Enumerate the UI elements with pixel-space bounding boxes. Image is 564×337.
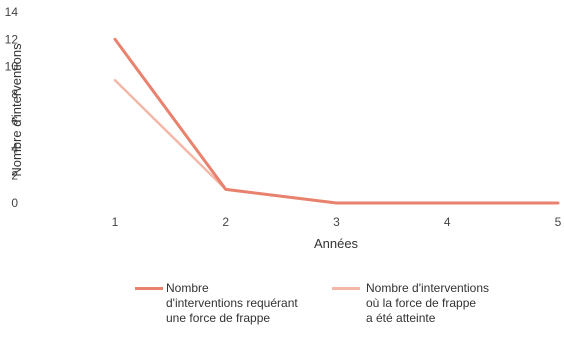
y-axis-title: Nombre d'interventions: [9, 43, 24, 177]
y-tick-label: 6: [11, 114, 18, 128]
series-lines: [113, 37, 560, 205]
x-axis-ticks: 1 2 3 4 5: [112, 215, 562, 229]
y-tick-label: 2: [11, 169, 18, 183]
series-line-1: [113, 37, 560, 205]
x-tick-label: 5: [555, 215, 562, 229]
y-tick-label: 14: [5, 5, 19, 19]
y-tick-label: 12: [5, 32, 19, 46]
legend-swatch-series-2: [332, 287, 360, 290]
x-tick-label: 2: [222, 215, 229, 229]
x-tick-label: 4: [444, 215, 451, 229]
legend-label-series-1: Nombre d'interventions requérant une for…: [166, 281, 298, 325]
y-tick-label: 8: [11, 87, 18, 101]
y-tick-label: 10: [5, 60, 19, 74]
x-tick-label: 3: [333, 215, 340, 229]
legend-label-series-2: Nombre d'interventions où la force de fr…: [366, 281, 490, 325]
legend-swatch-series-1: [135, 287, 163, 290]
y-axis-ticks: 0 2 4 6 8 10 12 14: [5, 5, 19, 210]
x-axis-title: Années: [314, 236, 359, 251]
x-tick-label: 1: [112, 215, 119, 229]
y-tick-label: 4: [11, 141, 18, 155]
y-tick-label: 0: [11, 196, 18, 210]
